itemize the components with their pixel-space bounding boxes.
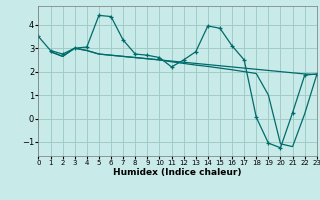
X-axis label: Humidex (Indice chaleur): Humidex (Indice chaleur): [113, 168, 242, 177]
